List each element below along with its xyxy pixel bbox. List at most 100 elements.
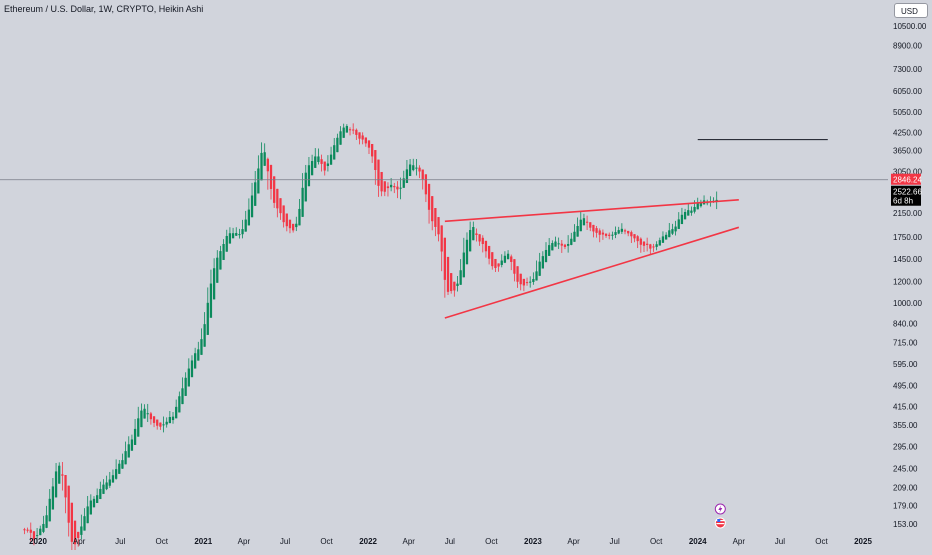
y-tick-label: 595.00: [893, 360, 918, 369]
x-axis[interactable]: 2020 Apr Jul Oct 2021 Apr Jul Oct 2022 Apr Jul Oct 2…: [29, 537, 872, 546]
countdown-label: 6d 8h: [893, 197, 913, 206]
candle-body: [649, 244, 652, 249]
candle-body: [415, 167, 418, 169]
lightning-icon[interactable]: [714, 503, 726, 515]
y-tick-label: 295.00: [893, 443, 918, 452]
y-tick-label: 3050.00: [893, 168, 922, 177]
candle-body: [279, 198, 282, 214]
candle-body: [291, 223, 295, 231]
candle-body: [690, 210, 693, 213]
candle-body: [424, 174, 428, 195]
current-price-tag: [891, 185, 921, 206]
candle-body: [86, 506, 89, 524]
candle-body: [462, 252, 465, 278]
y-tick-label: 209.00: [893, 483, 918, 492]
candle-body: [623, 230, 627, 232]
candle-body: [661, 236, 665, 243]
candle-body: [133, 428, 137, 445]
candle-body: [216, 257, 219, 283]
candle-body: [200, 339, 203, 355]
candle-body: [171, 416, 175, 421]
candle-body: [497, 263, 500, 267]
candle-body: [307, 165, 311, 187]
candle-body: [503, 255, 507, 263]
candle-body: [367, 140, 371, 148]
candle-body: [573, 231, 576, 242]
candle-body: [42, 523, 45, 532]
candle-body: [627, 230, 630, 234]
candle-body: [114, 469, 118, 479]
candle-body: [516, 266, 519, 282]
candle-body: [231, 233, 235, 239]
x-tick-label: 2024: [689, 537, 707, 546]
candle-body: [310, 161, 314, 176]
candle-body: [225, 235, 228, 252]
candle-body: [582, 218, 586, 226]
x-tick-label: Apr: [567, 537, 580, 546]
currency-button[interactable]: USD: [894, 3, 928, 18]
candle-body: [247, 209, 251, 226]
candle-body: [304, 172, 307, 202]
candle-body: [393, 186, 396, 188]
candle-body: [491, 252, 494, 267]
candle-body: [314, 156, 317, 168]
candle-body: [159, 422, 162, 427]
candle-body: [412, 165, 415, 171]
candle-body: [592, 224, 595, 232]
y-tick-label: 8900.00: [893, 41, 922, 50]
x-tick-label: Jul: [775, 537, 785, 546]
candle-body: [288, 219, 292, 229]
candle-body: [386, 186, 390, 189]
candle-body: [519, 273, 522, 285]
candle-body: [364, 137, 367, 144]
candle-body: [124, 451, 127, 465]
candle-body: [633, 234, 636, 239]
candle-body: [140, 410, 143, 428]
y-tick-label: 1000.00: [893, 299, 922, 308]
trendline-lower[interactable]: [444, 226, 740, 319]
candle-body: [111, 475, 115, 483]
candle-body: [250, 195, 254, 218]
x-tick-label: Jul: [445, 537, 455, 546]
y-tick-label: 4250.00: [893, 129, 922, 138]
candle-body: [402, 178, 405, 188]
candle-body: [563, 244, 567, 247]
candle-body: [500, 260, 503, 265]
us-flag-icon[interactable]: [714, 517, 726, 529]
y-tick-label: 2150.00: [893, 209, 922, 218]
candle-body: [674, 226, 677, 232]
candle-body: [336, 137, 339, 153]
candle-body: [548, 245, 551, 256]
y-axis[interactable]: 153.00 179.00 209.00 245.00 295.00 355.00 415.…: [893, 22, 927, 529]
candle-body: [355, 129, 358, 135]
candle-body: [487, 245, 491, 259]
candle-body: [77, 531, 80, 538]
candle-body: [168, 417, 171, 424]
event-icons[interactable]: [714, 503, 726, 529]
candle-body: [83, 516, 86, 531]
trendline-upper[interactable]: [444, 199, 739, 223]
x-tick-label: Oct: [320, 537, 333, 546]
lines-layer: [0, 139, 888, 319]
candle-body: [206, 302, 209, 335]
candle-body: [130, 439, 134, 451]
candle-body: [352, 129, 355, 131]
y-tick-label: 3650.00: [893, 146, 922, 155]
candle-body: [642, 241, 646, 246]
y-tick-label: 5050.00: [893, 108, 922, 117]
candle-body: [222, 243, 225, 260]
y-tick-label: 495.00: [893, 382, 918, 391]
x-tick-label: 2025: [854, 537, 872, 546]
x-tick-label: Jul: [115, 537, 125, 546]
candle-body: [266, 158, 269, 172]
candle-body: [54, 471, 58, 498]
candle-body: [29, 529, 32, 533]
candle-body: [317, 156, 320, 163]
y-tick-label: 10500.00: [893, 22, 927, 31]
candle-body: [209, 283, 213, 318]
candle-body: [96, 495, 99, 504]
candle-body: [45, 515, 48, 528]
candle-body: [620, 228, 624, 232]
